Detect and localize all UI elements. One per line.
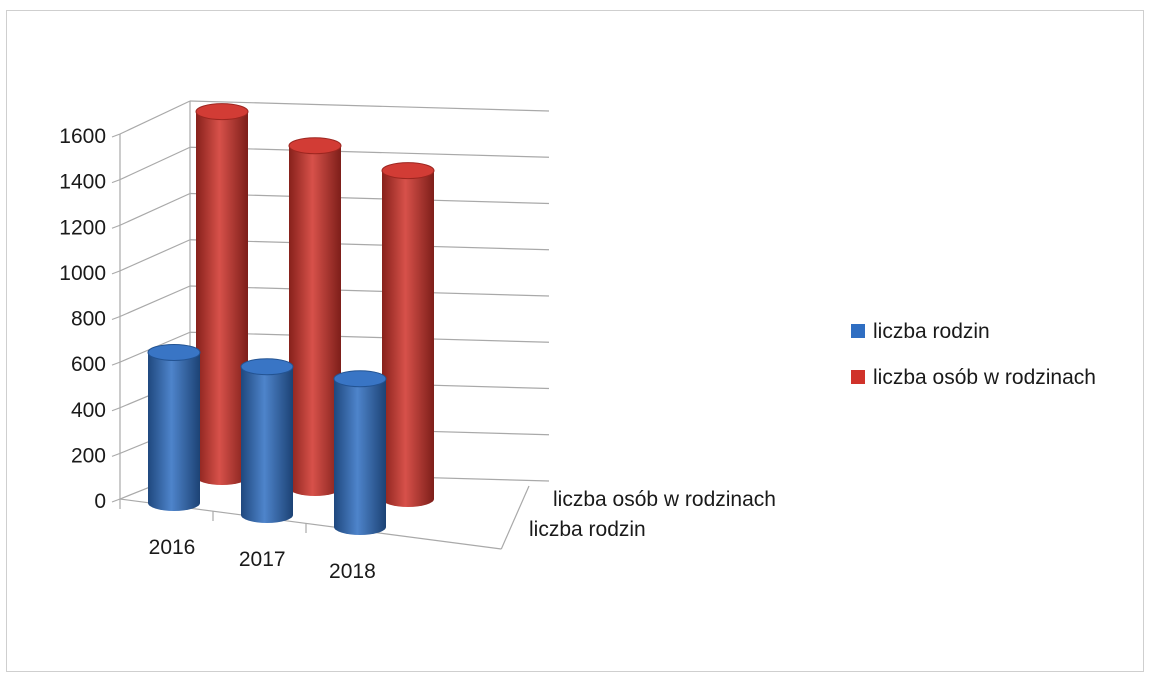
x-axis: 2016 2017 2018 xyxy=(119,499,376,583)
bar-2018-rodziny-body xyxy=(334,378,386,535)
gridline-side xyxy=(119,239,191,272)
bar-2016-osoby xyxy=(195,103,249,485)
y-tick xyxy=(111,315,121,321)
gridline-back xyxy=(189,331,550,343)
chart-frame: 0 200 400 600 800 1000 1200 1400 1600 2016 2017 20… xyxy=(6,10,1144,672)
gridline-back xyxy=(189,100,550,112)
bar-2016-rodziny-body xyxy=(148,352,200,511)
y-tick-label: 800 xyxy=(71,308,106,331)
gridline-back xyxy=(189,146,550,158)
bar-2016-osoby-top xyxy=(195,103,249,121)
bar-2016-rodziny xyxy=(147,343,201,511)
y-tick-label: 1400 xyxy=(59,171,106,194)
legend: liczba rodzin liczba osób w rodzinach xyxy=(851,320,1096,389)
x-tick-label: 2018 xyxy=(329,560,376,583)
y-tick xyxy=(111,224,121,229)
x-tick-label: 2017 xyxy=(239,548,286,571)
bar-2017-rodziny xyxy=(240,358,294,523)
bar-2018-osoby-body xyxy=(382,170,434,507)
y-tick xyxy=(111,452,121,457)
bar-2016-osoby-body xyxy=(196,111,248,485)
y-tick xyxy=(111,361,121,366)
depth-axis: liczba osób w rodzinach liczba rodzin xyxy=(529,488,776,541)
gridline-back xyxy=(189,192,550,205)
bars xyxy=(147,103,435,535)
bar-2017-rodziny-top xyxy=(240,358,294,376)
gridline-back xyxy=(189,285,550,297)
y-tick-label: 1600 xyxy=(59,125,106,148)
y-tick xyxy=(111,133,121,138)
y-tick-label: 1000 xyxy=(59,262,106,285)
bar-2018-osoby-top xyxy=(381,162,435,180)
bar-2017-osoby-top xyxy=(288,137,342,155)
depth-label: liczba osób w rodzinach xyxy=(553,488,776,511)
legend-label: liczba rodzin xyxy=(873,320,990,343)
y-axis: 0 200 400 600 800 1000 1200 1400 1600 xyxy=(59,125,121,513)
bar-2017-osoby xyxy=(288,137,342,496)
y-tick xyxy=(111,407,121,412)
gridline-side xyxy=(119,146,191,181)
bar-2018-osoby xyxy=(381,162,435,507)
gridline-side xyxy=(119,100,191,135)
bar-2016-rodziny-top xyxy=(147,343,201,361)
y-tick-label: 0 xyxy=(94,490,106,513)
y-tick-label: 400 xyxy=(71,399,106,422)
y-tick-label: 200 xyxy=(71,444,106,467)
depth-label: liczba rodzin xyxy=(529,518,646,541)
gridline-side xyxy=(119,285,191,318)
y-tick-label: 600 xyxy=(71,353,106,376)
x-tick-label: 2016 xyxy=(149,536,196,559)
bar-2017-osoby-body xyxy=(289,145,341,496)
legend-label: liczba osób w rodzinach xyxy=(873,366,1096,389)
y-tick xyxy=(111,498,121,503)
y-tick-label: 1200 xyxy=(59,216,106,239)
bar-2018-rodziny-top xyxy=(333,370,387,388)
floor-right-edge xyxy=(500,485,530,550)
gridline-back xyxy=(189,239,550,251)
legend-swatch xyxy=(851,324,865,338)
y-tick xyxy=(111,179,121,184)
bar-2017-rodziny-body xyxy=(241,366,293,523)
bar-2018-rodziny xyxy=(333,370,387,535)
gridline-side xyxy=(119,192,191,226)
y-tick xyxy=(111,270,121,275)
legend-swatch xyxy=(851,370,865,384)
